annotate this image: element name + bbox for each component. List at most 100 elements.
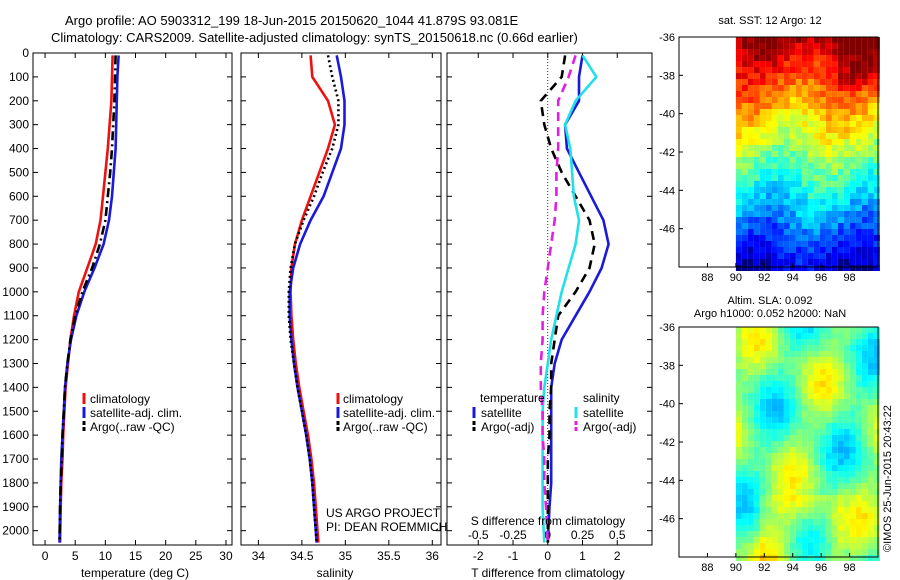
map-cell: [813, 387, 820, 393]
map-cell: [771, 229, 778, 235]
map-cell: [777, 507, 784, 513]
map-cell: [807, 477, 814, 483]
map-cell: [813, 441, 820, 447]
map-cell: [765, 241, 772, 247]
map-cell: [741, 73, 748, 79]
map-cell: [849, 357, 856, 363]
map-cell: [771, 459, 778, 465]
map-cell: [789, 109, 796, 115]
map-cell: [765, 109, 772, 115]
map-cell: [741, 115, 748, 121]
map-cell: [843, 151, 850, 157]
map-cell: [837, 37, 844, 43]
map-cell: [759, 459, 766, 465]
map-cell: [765, 259, 772, 265]
map-cell: [807, 163, 814, 169]
map-cell: [735, 447, 742, 453]
map-cell: [771, 151, 778, 157]
map-cell: [759, 441, 766, 447]
map-cell: [861, 435, 868, 441]
map-cell: [795, 169, 802, 175]
map-cell: [867, 193, 874, 199]
map-cell: [813, 145, 820, 151]
map-cell: [783, 103, 790, 109]
map-cell: [753, 351, 760, 357]
map-cell: [753, 489, 760, 495]
map-cell: [831, 43, 838, 49]
map-cell: [873, 67, 880, 73]
map-cell: [777, 259, 784, 265]
map-cell: [837, 375, 844, 381]
map-cell: [831, 429, 838, 435]
map-cell: [753, 507, 760, 513]
map-cell: [777, 253, 784, 259]
map-cell: [801, 115, 808, 121]
map-cell: [759, 345, 766, 351]
map-cell: [837, 127, 844, 133]
map-cell: [759, 91, 766, 97]
map-cell: [753, 555, 760, 561]
map-cell: [831, 127, 838, 133]
map-cell: [843, 205, 850, 211]
map-cell: [795, 495, 802, 501]
map-cell: [855, 423, 862, 429]
y-tick-label: -38: [659, 70, 675, 82]
y-tick-label: 1200: [2, 333, 29, 347]
map-cell: [777, 429, 784, 435]
map-cell: [771, 253, 778, 259]
map-cell: [831, 211, 838, 217]
map-cell: [837, 327, 844, 333]
map-cell: [843, 181, 850, 187]
map-cell: [837, 253, 844, 259]
map-cell: [795, 333, 802, 339]
map-cell: [825, 333, 832, 339]
map-cell: [747, 217, 754, 223]
map-cell: [777, 109, 784, 115]
map-cell: [747, 465, 754, 471]
map-cell: [813, 381, 820, 387]
map-cell: [801, 121, 808, 127]
map-cell: [849, 453, 856, 459]
map-cell: [747, 399, 754, 405]
map-cell: [843, 247, 850, 253]
map-cell: [867, 199, 874, 205]
map-cell: [837, 193, 844, 199]
map-cell: [783, 393, 790, 399]
map-cell: [819, 211, 826, 217]
map-cell: [843, 495, 850, 501]
map-cell: [825, 247, 832, 253]
map-cell: [843, 351, 850, 357]
map-cell: [825, 175, 832, 181]
map-cell: [867, 381, 874, 387]
map-cell: [837, 79, 844, 85]
map-cell: [849, 345, 856, 351]
map-cell: [813, 73, 820, 79]
map-cell: [777, 435, 784, 441]
map-cell: [813, 217, 820, 223]
map-cell: [777, 369, 784, 375]
map-cell: [741, 441, 748, 447]
map-cell: [777, 339, 784, 345]
map-cell: [807, 471, 814, 477]
map-cell: [759, 85, 766, 91]
map-cell: [813, 525, 820, 531]
map-cell: [777, 79, 784, 85]
map-cell: [789, 375, 796, 381]
map-cell: [837, 501, 844, 507]
map-cell: [861, 393, 868, 399]
map-cell: [741, 495, 748, 501]
map-cell: [819, 73, 826, 79]
map-cell: [837, 435, 844, 441]
map-cell: [837, 229, 844, 235]
map-cell: [765, 37, 772, 43]
map-cell: [735, 151, 742, 157]
map-cell: [759, 357, 766, 363]
map-cell: [771, 211, 778, 217]
map-cell: [813, 193, 820, 199]
map-cell: [795, 37, 802, 43]
map-cell: [801, 181, 808, 187]
temperature-legend-satellite: satellite-adj. clim.: [90, 406, 182, 420]
map-cell: [777, 61, 784, 67]
map-cell: [765, 49, 772, 55]
map-cell: [801, 229, 808, 235]
